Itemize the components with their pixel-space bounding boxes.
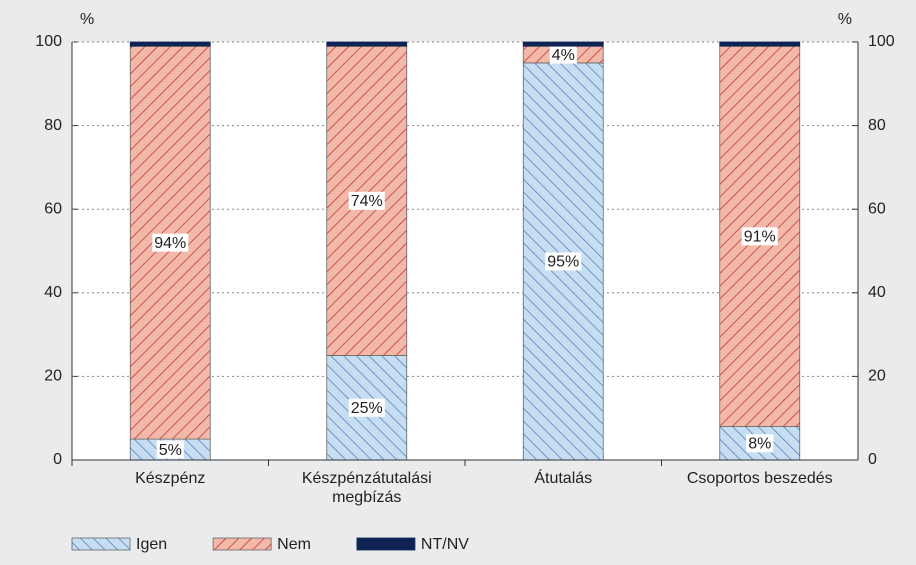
value-label-bg xyxy=(746,434,774,453)
bar-segment xyxy=(719,41,801,47)
y2-tick-label: 20 xyxy=(868,368,886,385)
y-tick-label: 0 xyxy=(53,451,62,468)
value-label-bg xyxy=(741,227,778,246)
legend-label: NT/NV xyxy=(421,536,469,553)
value-label-bg xyxy=(152,233,189,252)
value-label-bg xyxy=(348,191,385,210)
x-tick-label: Készpénzátutalási megbízás xyxy=(301,470,432,506)
value-label-bg xyxy=(545,252,582,271)
bar-segment xyxy=(129,41,211,47)
y-axis-label: % xyxy=(80,11,94,28)
y-tick-label: 80 xyxy=(44,117,62,134)
value-label: 4% xyxy=(552,47,575,64)
value-label: 94% xyxy=(154,235,186,252)
value-label: 8% xyxy=(748,435,771,452)
value-label: 74% xyxy=(351,193,383,210)
value-label-bg xyxy=(549,45,577,64)
y2-tick-label: 0 xyxy=(868,451,877,468)
bar-segment xyxy=(522,41,604,47)
legend-swatch xyxy=(71,537,131,551)
y-tick-label: 40 xyxy=(44,284,62,301)
y-tick-label: 20 xyxy=(44,368,62,385)
y2-tick-label: 80 xyxy=(868,117,886,134)
value-label: 95% xyxy=(547,254,579,271)
value-label: 5% xyxy=(159,442,182,459)
legend-label: Igen xyxy=(136,536,167,553)
x-tick-label: Átutalás xyxy=(534,470,593,487)
value-label: 25% xyxy=(351,400,383,417)
x-tick-label: Készpénz xyxy=(135,470,206,487)
y-tick-label: 100 xyxy=(35,33,62,50)
x-tick-label: Csoportos beszedés xyxy=(686,470,833,487)
y2-axis-label: % xyxy=(838,11,852,28)
bar-segment xyxy=(326,41,408,47)
y2-tick-label: 100 xyxy=(868,33,895,50)
y2-tick-label: 40 xyxy=(868,284,886,301)
y-tick-label: 60 xyxy=(44,200,62,217)
value-label-bg xyxy=(348,398,385,417)
legend-swatch xyxy=(356,537,416,551)
y2-tick-label: 60 xyxy=(868,200,886,217)
value-label: 91% xyxy=(744,229,776,246)
value-label-bg xyxy=(156,440,184,459)
legend-label: Nem xyxy=(277,536,311,553)
legend-swatch xyxy=(212,537,272,551)
